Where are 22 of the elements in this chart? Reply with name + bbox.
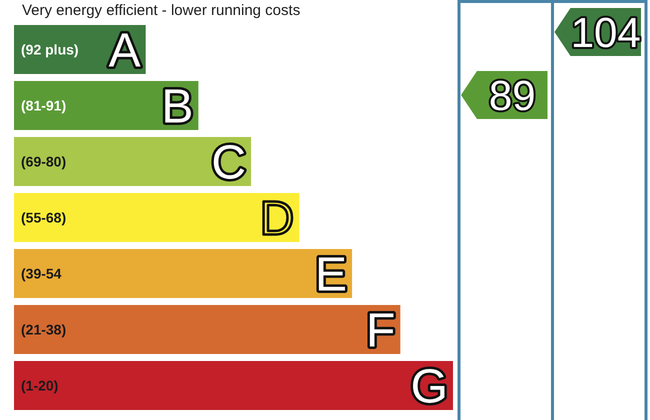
- annotation: G: [410, 360, 448, 414]
- annotation: D: [260, 192, 294, 246]
- text: 104: [570, 9, 641, 56]
- bar: [14, 305, 400, 354]
- bar: [14, 193, 300, 242]
- y-tick-label: (92 plus): [21, 41, 79, 58]
- y-tick-label: (39-54: [21, 265, 62, 282]
- text: 89: [488, 72, 536, 119]
- annotation: C: [211, 136, 246, 190]
- annotation: B: [161, 80, 194, 134]
- annotation: E: [315, 248, 348, 302]
- bar: [14, 137, 252, 186]
- y-tick-label: (1-20): [21, 377, 58, 394]
- y-tick-label: (21-38): [21, 321, 66, 338]
- y-tick-label: (81-91): [21, 97, 66, 114]
- bar: [14, 361, 453, 410]
- annotation: F: [366, 304, 396, 358]
- chart-title: Very energy efficient - lower running costs: [22, 2, 300, 19]
- y-tick-label: (69-80): [21, 153, 66, 170]
- y-tick-label: (55-68): [21, 209, 66, 226]
- annotation: A: [108, 24, 141, 78]
- bar: [14, 249, 352, 298]
